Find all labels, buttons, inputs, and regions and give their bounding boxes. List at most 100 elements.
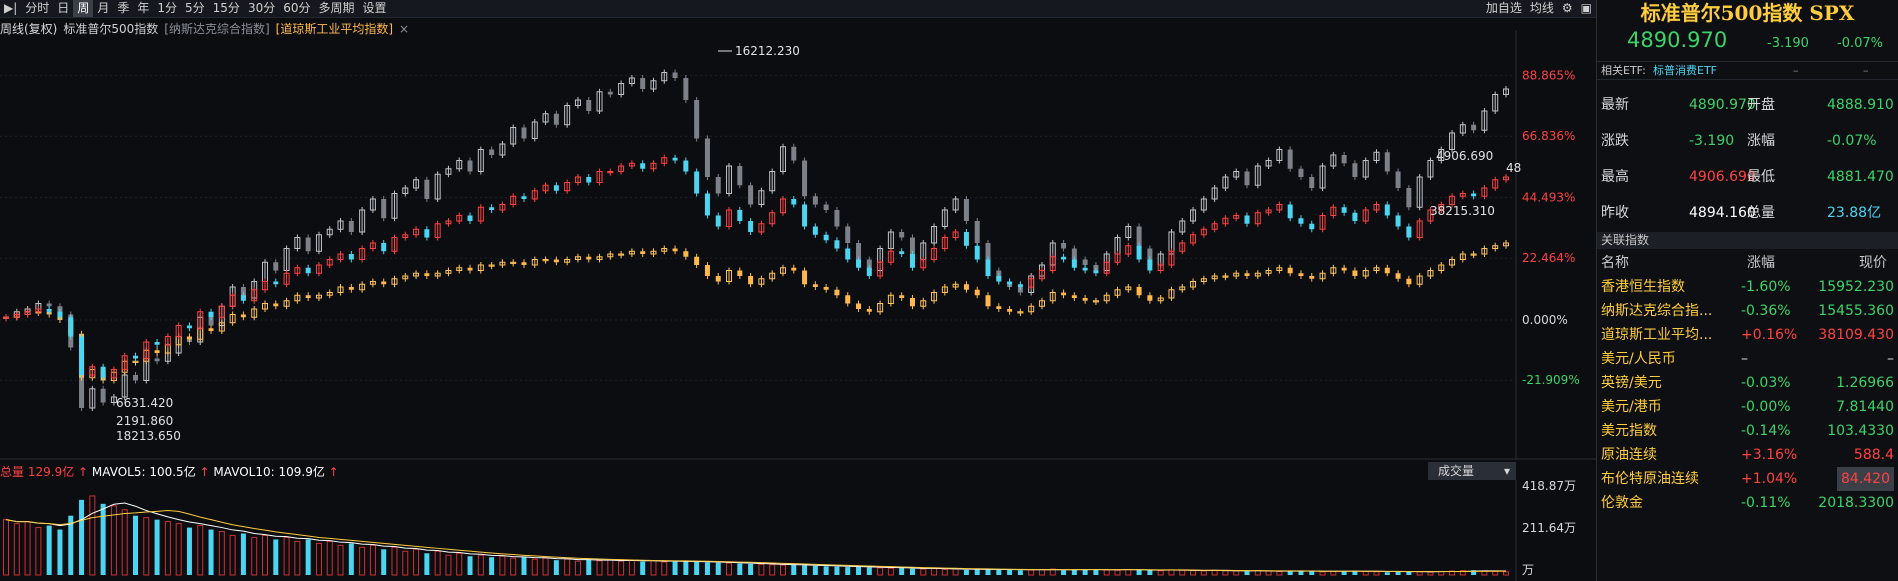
dow-candle [1449,259,1456,266]
dow-candle [1007,309,1013,312]
volume-bar [1298,570,1304,575]
legend-close-icon[interactable]: × [399,21,410,36]
spx-candle [1427,209,1434,222]
nasdaq-candle [402,187,409,194]
related-row[interactable]: 英镑/美元 -0.03% 1.26966 [1597,371,1898,395]
volume-bar [834,566,840,575]
spx-candle [542,184,549,192]
etf-link[interactable]: 标普消费ETF [1653,64,1717,77]
volume-bar [13,523,20,576]
period-7[interactable]: 5分 [185,1,205,15]
settings-gear-icon[interactable]: ⚙ [1561,1,1573,15]
spx-candle [197,311,204,329]
nasdaq-candle [154,358,160,362]
expand-icon[interactable]: ▣ [1580,1,1592,15]
related-row[interactable]: 布伦特原油连续 +1.04% 84.420 [1597,467,1898,491]
volume-bar [661,561,668,576]
volume-bar [887,567,894,576]
nasdaq-candle [489,149,495,155]
dow-candle [856,303,862,309]
dow-candle [531,259,538,266]
price-chart[interactable]: 88.865% 66.836% 44.493% 22.464% 0.000% -21.90… [0,30,1596,460]
dow-candle [1373,267,1380,271]
spx-candle [13,314,20,318]
spx-candle [1319,215,1326,230]
volume-bar [899,567,905,575]
period-5[interactable]: 年 [137,1,150,15]
period-0[interactable]: 分时 [25,1,50,15]
dow-candle [305,295,311,298]
volume-bar [628,559,635,576]
spx-candle [823,234,829,241]
spx-candle [996,276,1002,282]
volume-bar [1352,570,1358,575]
dow-candle [542,259,549,262]
spx-candle [1028,278,1035,288]
period-11[interactable]: 多周期 [318,1,355,15]
volume-bar [326,540,333,576]
period-8[interactable]: 15分 [212,1,240,15]
nasdaq-candle [1071,248,1077,260]
volume-dropdown[interactable]: 成交量 ▾ [1428,462,1516,480]
volume-bar [1265,570,1272,576]
stat-row: 昨收 4894.160 总量 23.88亿 [1597,202,1898,224]
period-2[interactable]: 周 [73,0,94,17]
volume-bar [499,555,506,576]
spx-candle [1168,250,1175,266]
dow-candle [1082,298,1088,301]
nasdaq-candle [1244,171,1250,186]
vol-mavol5: MAVOL5: 100.5亿 [91,465,196,479]
nasdaq-candle [1190,209,1197,222]
volume-bar [748,563,754,575]
spx-candle [261,281,268,291]
nasdaq-candle [1449,132,1456,150]
related-row[interactable]: 香港恒生指数 -1.60% 15952.230 [1597,275,1898,299]
volume-bar [197,525,204,576]
ma-button[interactable]: 均线 [1529,1,1554,15]
legend-spx[interactable]: 标准普尔500指数 [63,22,159,36]
period-4[interactable]: 季 [117,1,130,15]
period-9[interactable]: 30分 [247,1,276,15]
dow-candle [877,303,884,313]
volume-bar [1125,568,1132,576]
legend-dow[interactable]: [道琼斯工业平均指数] [275,22,394,36]
related-row[interactable]: 美元/人民币 – – [1597,347,1898,371]
volume-bar [521,557,527,575]
dow-candle [672,248,678,252]
dow-candle [1298,273,1304,276]
stat-label: 开盘 [1747,97,1775,113]
dow-candle [1319,272,1326,280]
related-row[interactable]: 美元指数 -0.14% 103.4330 [1597,419,1898,443]
period-12[interactable]: 设置 [362,1,387,15]
period-1[interactable]: 日 [57,1,70,15]
stat-label: 最低 [1747,169,1775,185]
dow-candle [1384,267,1390,274]
volume-bar [413,548,420,576]
volume-bar [1200,570,1207,576]
legend-nasdaq[interactable]: [纳斯达克综合指数] [164,22,270,36]
volume-bar [381,549,387,575]
volume-bar [261,534,268,576]
related-price: – [1887,351,1894,367]
chart-panel[interactable]: ▶| 分时日周月季年 1分 5分 15分 30分 60分 多周期 设置 加自选 均线 ⚙ ▣ … [0,0,1596,581]
period-6[interactable]: 1分 [157,1,178,15]
add-watchlist-button[interactable]: 加自选 [1485,1,1522,15]
period-10[interactable]: 60分 [283,1,311,15]
related-row[interactable]: 道琼斯工业平均... +0.16% 38109.430 [1597,323,1898,347]
dow-candle [467,267,473,271]
dow-candle [726,270,733,282]
volume-bar [564,558,571,576]
related-row[interactable]: 美元/港币 -0.00% 7.81440 [1597,395,1898,419]
spx-candle [1341,207,1347,213]
nasdaq-candle [273,262,279,271]
period-3[interactable]: 月 [97,1,110,15]
related-row[interactable]: 纳斯达克综合指... -0.36% 15455.360 [1597,299,1898,323]
related-row[interactable]: 伦敦金 -0.11% 2018.3300 [1597,491,1898,515]
volume-bar [683,561,689,575]
volume-bar [175,523,182,576]
toolbar-icon-left[interactable]: ▶| [4,1,18,15]
volume-bar [704,562,710,575]
related-row[interactable]: 原油连续 +3.16% 588.4 [1597,443,1898,467]
volume-bar [294,540,301,576]
